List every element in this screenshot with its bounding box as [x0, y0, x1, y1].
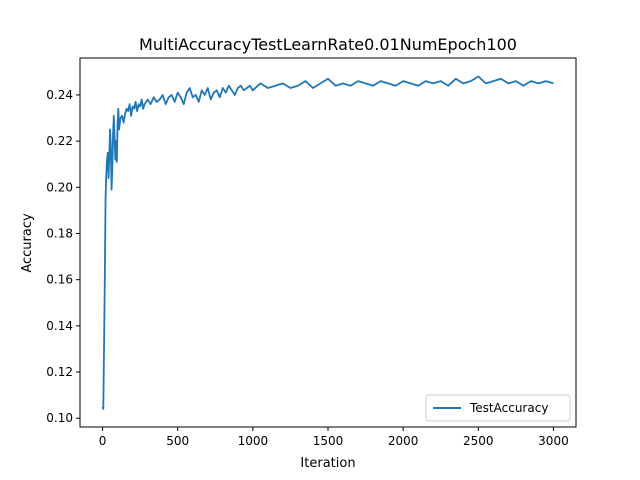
y-tick-label: 0.22 [46, 134, 73, 148]
x-axis-label: Iteration [300, 456, 355, 471]
y-tick-label: 0.14 [46, 319, 73, 333]
x-tick-label: 1000 [238, 434, 269, 448]
y-tick-label: 0.10 [46, 411, 73, 425]
y-tick-label: 0.24 [46, 88, 73, 102]
x-tick-label: 2000 [388, 434, 419, 448]
legend: TestAccuracy [425, 394, 571, 422]
x-tick-label: 3000 [538, 434, 569, 448]
x-tick-label: 1500 [313, 434, 344, 448]
series-line-testaccuracy [101, 75, 554, 410]
y-tick-label: 0.20 [46, 180, 73, 194]
plot-frame [79, 57, 577, 428]
y-axis-label: Accuracy [20, 213, 35, 273]
x-tick-label: 2500 [463, 434, 494, 448]
x-tick-label: 0 [99, 434, 107, 448]
x-tick-label: 500 [166, 434, 189, 448]
axis-ticks: 0 500 1000 1500 2000 2500 3000 0.10 0.12 0.14 0.16… [46, 88, 568, 448]
chart-title: MultiAccuracyTestLearnRate0.01NumEpoch10… [139, 35, 517, 54]
legend-box [425, 394, 571, 422]
y-tick-label: 0.12 [46, 365, 73, 379]
y-tick-label: 0.18 [46, 226, 73, 240]
y-tick-label: 0.16 [46, 273, 73, 287]
legend-label: TestAccuracy [469, 401, 548, 415]
series-layer [101, 75, 554, 410]
